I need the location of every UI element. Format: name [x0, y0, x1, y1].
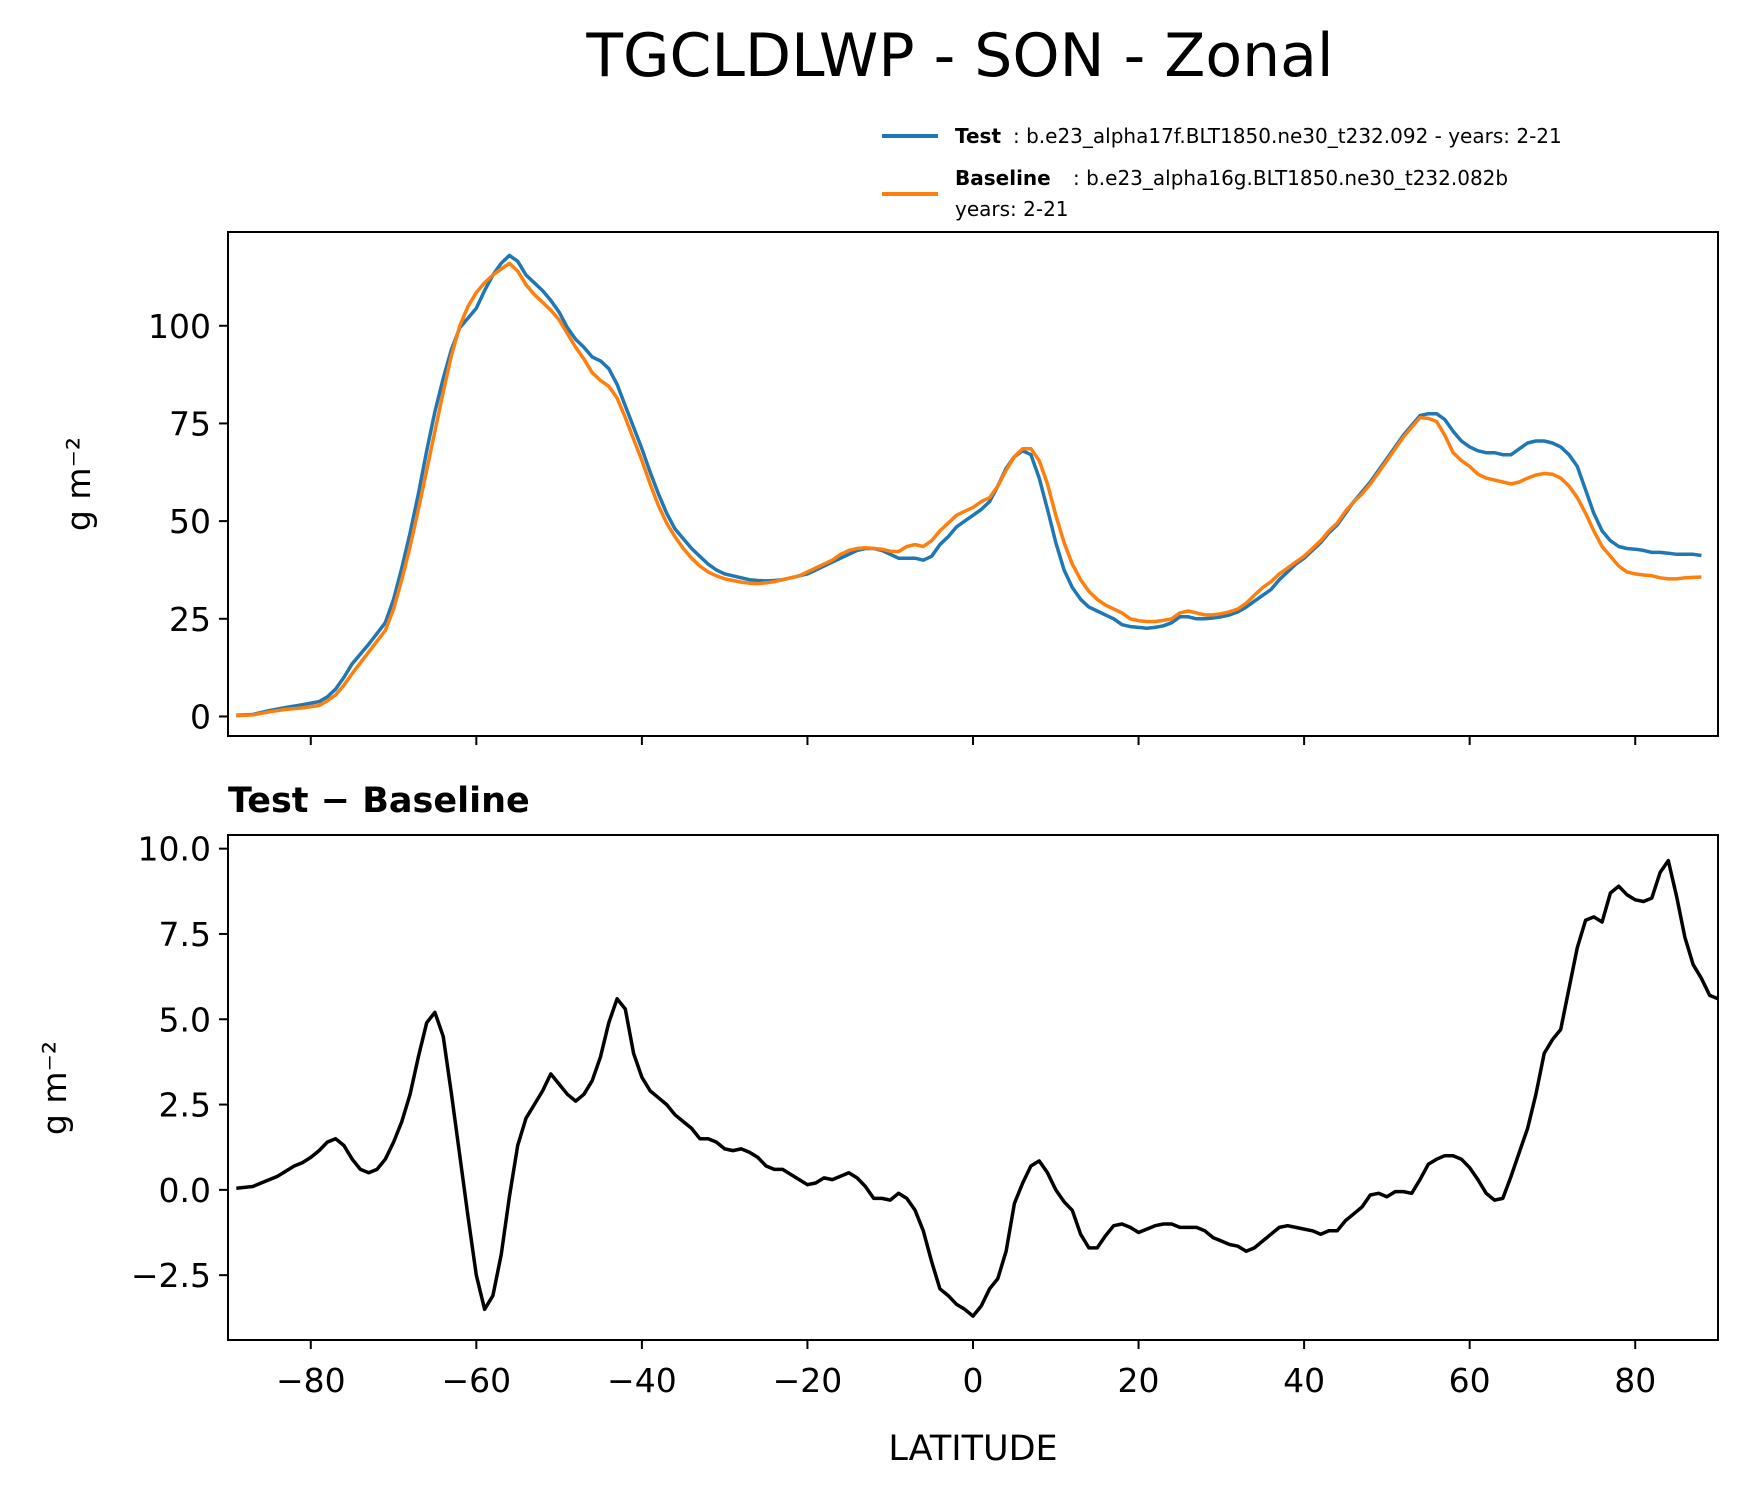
- top-y-ticks: 0 25 50 75 100: [148, 307, 228, 736]
- x-axis-label: LATITUDE: [888, 1429, 1057, 1469]
- bottom-y-axis-label: g m⁻²: [35, 1041, 74, 1135]
- top-x-ticks: [309, 736, 1637, 745]
- y-tick-label: 7.5: [159, 915, 211, 954]
- y-tick-label: −2.5: [131, 1256, 211, 1295]
- top-axes-frame: [227, 231, 1719, 737]
- y-tick-label: 50: [169, 502, 211, 541]
- series-line-test: [236, 253, 1702, 718]
- x-tick-label: 20: [1118, 1361, 1160, 1400]
- x-tick-label: 0: [963, 1361, 984, 1400]
- y-tick-label: 10.0: [138, 830, 211, 869]
- y-tick-label: 0.0: [159, 1171, 211, 1210]
- x-tick-label: −60: [442, 1361, 512, 1400]
- x-tick-label: −80: [276, 1361, 346, 1400]
- legend-baseline-name: Baseline: [955, 166, 1051, 190]
- y-tick-label: 75: [169, 404, 211, 443]
- x-tick-label: −20: [773, 1361, 843, 1400]
- series-line-baseline: [236, 261, 1702, 718]
- x-tick-label: −40: [607, 1361, 677, 1400]
- x-tick-label: 80: [1614, 1361, 1656, 1400]
- figure-title: TGCLDLWP - SON - Zonal: [585, 21, 1333, 91]
- legend-baseline-text-line2: years: 2-21: [955, 197, 1069, 221]
- y-tick-label: 5.0: [159, 1000, 211, 1039]
- top-series-group: [236, 253, 1702, 718]
- bottom-plot: Test − Baseline −2.5 0.0 2.5 5.0 7.5 10.0 −80…: [35, 781, 1719, 1469]
- legend-test-name: Test: [955, 124, 1001, 148]
- bottom-y-ticks: −2.5 0.0 2.5 5.0 7.5 10.0: [131, 830, 228, 1295]
- legend-baseline-text: : b.e23_alpha16g.BLT1850.ne30_t232.082b: [1073, 166, 1508, 190]
- difference-plot-title: Test − Baseline: [228, 781, 530, 821]
- y-tick-label: 2.5: [159, 1086, 211, 1125]
- x-tick-label: 60: [1449, 1361, 1491, 1400]
- series-line-test-baseline: [236, 858, 1718, 1318]
- bottom-x-ticks: −80 −60 −40 −20 0 20 40 60 80: [276, 1340, 1656, 1400]
- y-tick-label: 100: [148, 307, 211, 346]
- legend-test-text: : b.e23_alpha17f.BLT1850.ne30_t232.092 -…: [1013, 124, 1562, 148]
- top-y-axis-label: g m⁻²: [59, 437, 98, 531]
- top-plot: 0 25 50 75 100 g m⁻²: [59, 231, 1719, 745]
- bottom-series-group: [236, 858, 1718, 1318]
- x-tick-label: 40: [1283, 1361, 1325, 1400]
- legend: Test : b.e23_alpha17f.BLT1850.ne30_t232.…: [882, 124, 1562, 221]
- y-tick-label: 25: [169, 600, 211, 639]
- y-tick-label: 0: [190, 697, 211, 736]
